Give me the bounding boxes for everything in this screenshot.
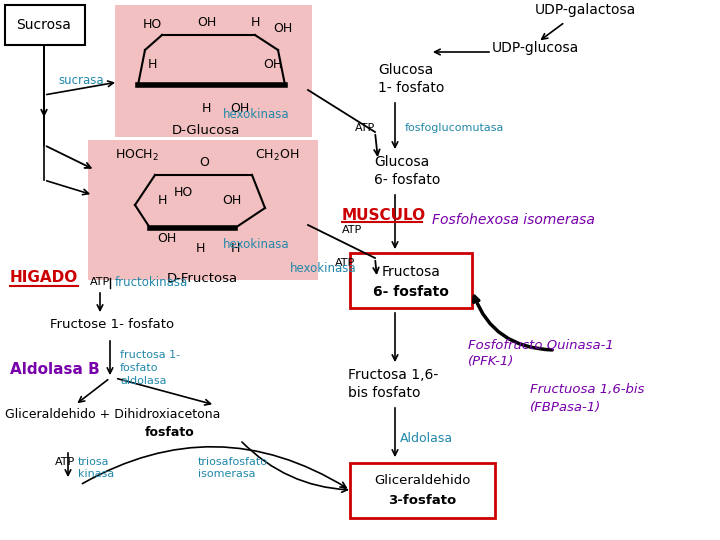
Bar [115,5,312,137]
Text: ATP: ATP [335,258,355,268]
Text: fosfato: fosfato [145,426,194,438]
Text: Gliceraldehido + Dihidroxiacetona: Gliceraldehido + Dihidroxiacetona [5,408,220,422]
Text: Glucosa: Glucosa [374,155,429,169]
Text: UDP-glucosa: UDP-glucosa [492,41,580,55]
Text: HOCH$_2$: HOCH$_2$ [115,147,159,163]
Text: ATP: ATP [55,457,76,467]
Text: H: H [195,241,204,254]
Text: Glucosa: Glucosa [378,63,433,77]
Text: UDP-galactosa: UDP-galactosa [535,3,636,17]
Text: OH: OH [230,102,250,114]
Text: triosafosfato: triosafosfato [198,457,268,467]
Text: H: H [230,241,240,254]
Text: ATP: ATP [342,225,362,235]
Text: ATP: ATP [90,277,110,287]
Text: D-Glucosa: D-Glucosa [172,124,240,137]
Text: 6- fosfato: 6- fosfato [373,285,449,299]
Text: H: H [202,102,211,114]
Text: H: H [157,193,167,206]
Text: OH: OH [222,193,242,206]
Text: fosfato: fosfato [120,363,158,373]
Text: Fosfohexosa isomerasa: Fosfohexosa isomerasa [432,213,595,227]
Text: (FBPasa-1): (FBPasa-1) [530,401,601,414]
Text: hexokinasa: hexokinasa [290,261,356,274]
Text: HO: HO [143,18,161,31]
Text: sucrasa: sucrasa [58,73,104,86]
Text: Fructosa: Fructosa [382,265,441,279]
Text: bis fosfato: bis fosfato [348,386,420,400]
Text: D-Fructosa: D-Fructosa [166,272,238,285]
Text: H: H [251,16,260,29]
Bar [350,253,472,308]
Bar [88,140,318,280]
Text: fructokinasa: fructokinasa [115,276,188,289]
Text: MUSCULO: MUSCULO [342,207,426,222]
Text: OH: OH [274,22,292,35]
Text: OH: OH [158,232,176,245]
Bar [5,5,85,45]
Text: H: H [148,58,157,71]
Text: OH: OH [197,16,217,29]
Text: hexokinasa: hexokinasa [223,109,290,122]
Text: triosa: triosa [78,457,109,467]
Text: 3-fosfato: 3-fosfato [388,494,456,507]
Text: Sucrosa: Sucrosa [17,18,71,32]
Text: 1- fosfato: 1- fosfato [378,81,444,95]
Bar [350,463,495,518]
Text: Fructosa 1,6-: Fructosa 1,6- [348,368,438,382]
Text: Fructose 1- fosfato: Fructose 1- fosfato [50,319,174,332]
Text: O: O [199,157,209,170]
Text: aldolasa: aldolasa [120,376,166,386]
Text: CH$_2$OH: CH$_2$OH [255,147,300,163]
Text: fosfoglucomutasa: fosfoglucomutasa [405,123,505,133]
Text: Aldolasa: Aldolasa [400,431,453,444]
Text: isomerasa: isomerasa [198,469,256,479]
Text: OH: OH [264,58,283,71]
Text: (PFK-1): (PFK-1) [468,355,514,368]
Text: Aldolasa B: Aldolasa B [10,362,100,377]
Text: Fosfofructo Quinasa-1: Fosfofructo Quinasa-1 [468,339,613,352]
Text: hexokinasa: hexokinasa [223,239,290,252]
Text: ATP: ATP [355,123,375,133]
Text: kinasa: kinasa [78,469,114,479]
Text: HO: HO [174,186,193,199]
Text: fructosa 1-: fructosa 1- [120,350,180,360]
Text: HIGADO: HIGADO [10,271,78,286]
Text: 6- fosfato: 6- fosfato [374,173,441,187]
Text: Gliceraldehido: Gliceraldehido [374,474,470,487]
Text: Fructuosa 1,6-bis: Fructuosa 1,6-bis [530,383,644,396]
